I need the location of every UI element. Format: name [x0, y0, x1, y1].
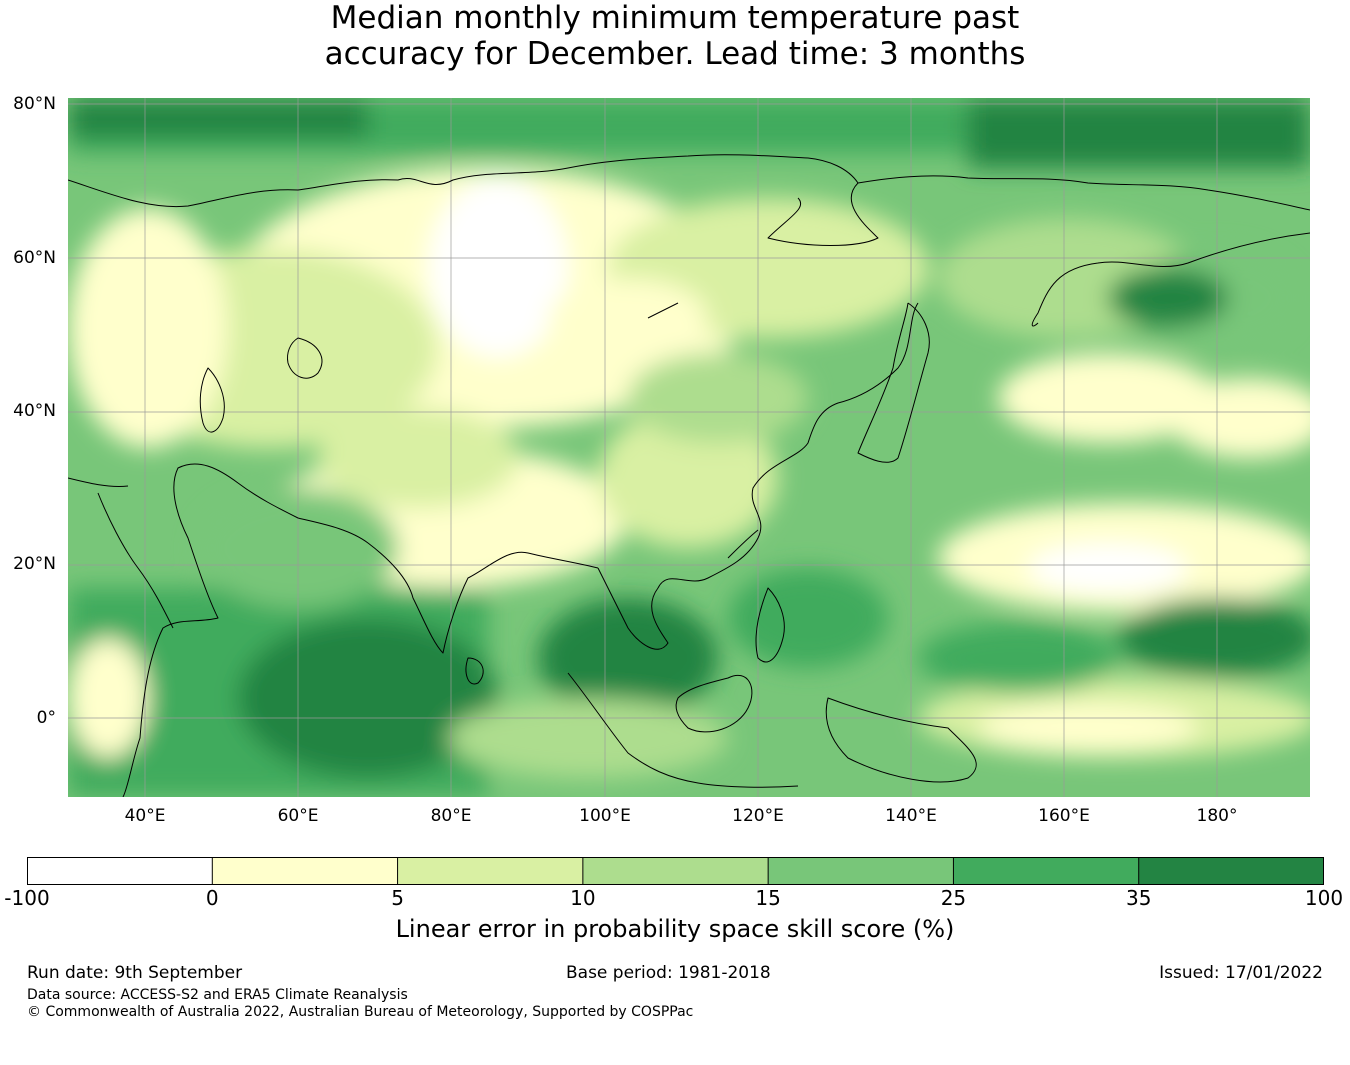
graticule [68, 98, 1310, 797]
colorbar-tick-label: 10 [570, 886, 596, 910]
colorbar-tick-label: 25 [940, 886, 967, 910]
lon-label-40e: 40°E [124, 806, 166, 826]
lon-label-180: 180° [1196, 806, 1238, 826]
chart-title-line-1: Median monthly minimum temperature past [330, 0, 1020, 36]
colorbar-cell-1 [212, 857, 399, 885]
lat-label-80n: 80°N [13, 94, 56, 114]
colorbar-cell-3 [582, 857, 769, 885]
lon-label-140e: 140°E [885, 806, 937, 826]
run-date: Run date: 9th September [27, 963, 243, 983]
lat-label-40n: 40°N [13, 401, 56, 421]
lon-label-80e: 80°E [430, 806, 472, 826]
chart-title-line-2: accuracy for December. Lead time: 3 mont… [324, 36, 1026, 72]
copyright: © Commonwealth of Australia 2022, Austra… [27, 1004, 694, 1020]
colorbar-cell-0 [27, 857, 213, 885]
lon-label-160e: 160°E [1038, 806, 1090, 826]
lon-label-60e: 60°E [277, 806, 319, 826]
lon-label-100e: 100°E [579, 806, 631, 826]
colorbar-cell-4 [768, 857, 954, 885]
colorbar-tick-label: 0 [205, 886, 219, 910]
colorbar-tick-label: 15 [755, 886, 781, 910]
lon-label-120e: 120°E [732, 806, 784, 826]
lat-label-60n: 60°N [13, 248, 56, 268]
data-source: Data source: ACCESS-S2 and ERA5 Climate … [27, 987, 408, 1003]
base-period: Base period: 1981-2018 [566, 963, 771, 983]
coastlines [68, 154, 1310, 797]
colorbar-cell-5 [953, 857, 1140, 885]
lat-label-20n: 20°N [13, 554, 56, 574]
issued-date: Issued: 17/01/2022 [1159, 963, 1323, 983]
colorbar-label: Linear error in probability space skill … [395, 915, 955, 943]
colorbar-tick-label: 100 [1304, 886, 1344, 910]
colorbar-cell-2 [397, 857, 584, 885]
colorbar [27, 857, 1324, 885]
colorbar-tick-label: -100 [4, 886, 50, 910]
colorbar-cell-6 [1138, 857, 1324, 885]
colorbar-tick-label: 5 [391, 886, 404, 910]
colorbar-tick-label: 35 [1125, 886, 1152, 910]
lat-label-equator: 0° [36, 708, 56, 728]
skill-score-map [68, 98, 1310, 797]
